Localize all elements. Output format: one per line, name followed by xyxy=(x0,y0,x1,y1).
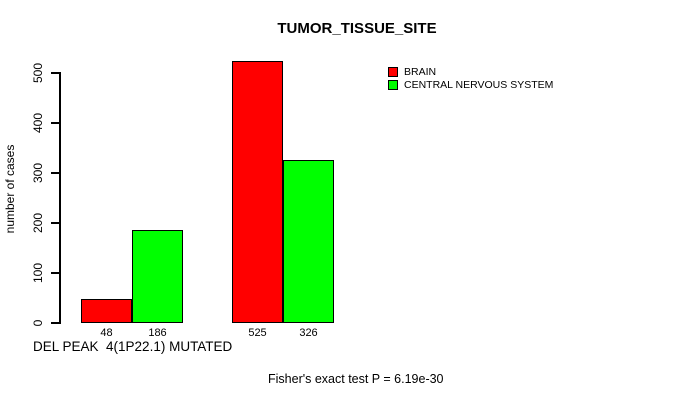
legend-swatch-central-nervous-system xyxy=(388,80,398,91)
legend-label-central-nervous-system: CENTRAL NERVOUS SYSTEM xyxy=(404,79,554,92)
legend-item-brain: BRAIN xyxy=(388,65,553,79)
y-axis-title: number of cases xyxy=(3,144,17,234)
y-tick-300 xyxy=(51,172,59,174)
bar-value-label-48: 48 xyxy=(100,327,113,339)
y-tick-500 xyxy=(51,72,59,74)
y-tick-400 xyxy=(51,122,59,124)
y-tick-label-400: 400 xyxy=(31,112,45,134)
legend-swatch-brain xyxy=(388,66,398,77)
y-tick-label-500: 500 xyxy=(31,62,45,84)
legend-label-brain: BRAIN xyxy=(404,65,437,78)
x-annotation-label: DEL PEAK 4(1P22.1) MUTATED xyxy=(33,339,233,354)
y-tick-200 xyxy=(51,222,59,224)
chart-title: TUMOR_TISSUE_SITE xyxy=(277,20,437,37)
bar-value-label-186: 186 xyxy=(148,327,167,339)
legend-item-central-nervous-system: CENTRAL NERVOUS SYSTEM xyxy=(388,79,553,93)
fisher-test-label: Fisher's exact test P = 6.19e-30 xyxy=(268,372,444,386)
bar-brain-group1 xyxy=(81,299,132,323)
bar-value-label-525: 525 xyxy=(248,327,267,339)
bar-value-label-326: 326 xyxy=(299,327,318,339)
bar-central-nervous-system-group2 xyxy=(283,160,334,323)
bar-brain-group2 xyxy=(232,60,283,323)
y-tick-label-300: 300 xyxy=(31,162,45,184)
y-axis-line xyxy=(59,72,61,324)
bar-central-nervous-system-group1 xyxy=(132,230,183,323)
y-tick-100 xyxy=(51,272,59,274)
y-tick-label-200: 200 xyxy=(31,212,45,234)
y-tick-label-100: 100 xyxy=(31,262,45,284)
y-tick-0 xyxy=(51,322,59,324)
legend: BRAIN CENTRAL NERVOUS SYSTEM xyxy=(388,65,553,92)
y-tick-label-0: 0 xyxy=(31,319,45,327)
